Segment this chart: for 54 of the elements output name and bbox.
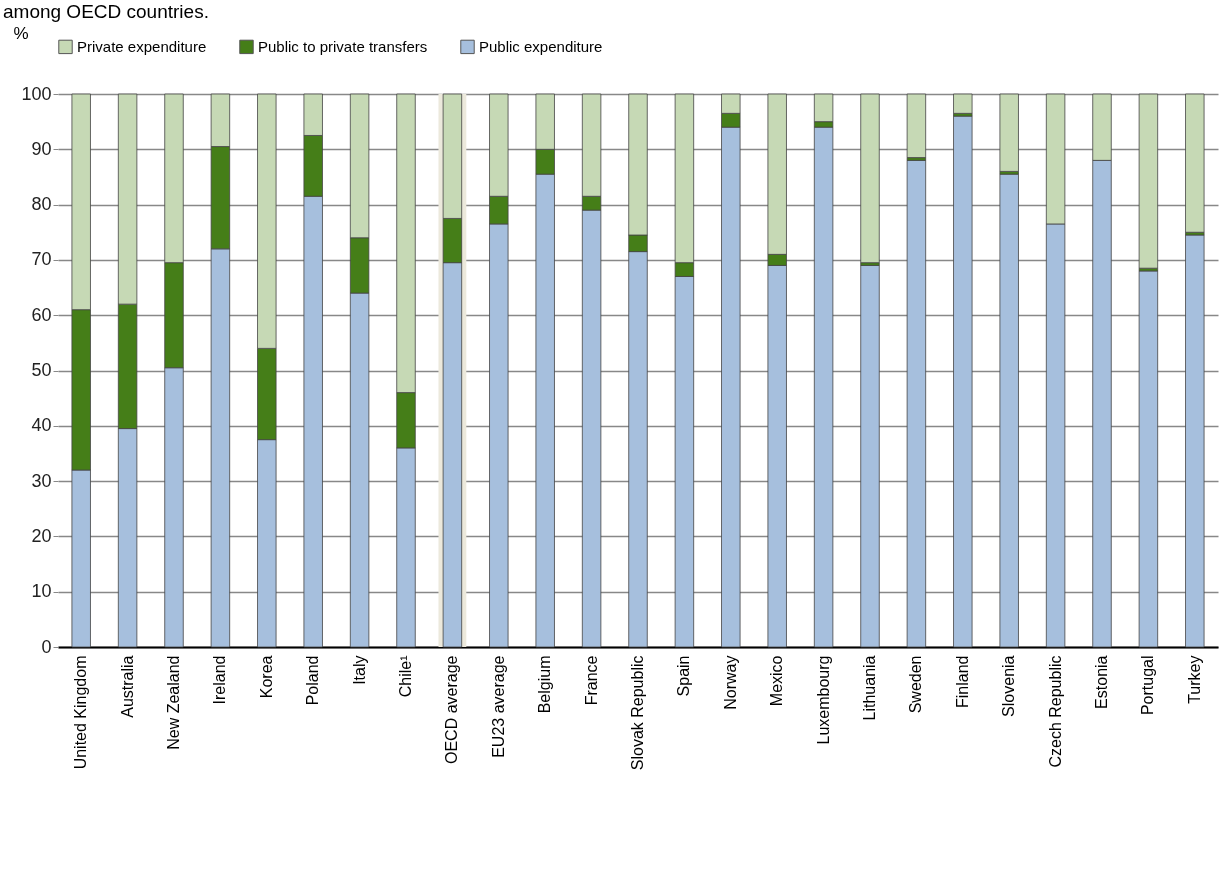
x-tick-label: Estonia (1093, 655, 1110, 709)
x-tick-label: Ireland (211, 655, 229, 705)
x-tick-label: Luxembourg (814, 655, 832, 745)
bar (999, 93, 1019, 172)
x-tick-label: OECD average (443, 655, 461, 764)
x-tick-label: Mexico (768, 655, 786, 707)
x-tick-label: Belgium (536, 655, 554, 714)
y-tick-label: 40 (31, 415, 52, 436)
y-tick-label: 90 (31, 138, 52, 159)
x-tick-label: France (582, 655, 600, 706)
x-tick-label: Czech Republic (1046, 655, 1064, 768)
x-tick-label: Italy (350, 655, 368, 685)
x-tick-label: United Kingdom (72, 655, 90, 770)
bar (1138, 93, 1159, 269)
bar (860, 265, 880, 648)
bar (999, 173, 1019, 648)
bar (953, 93, 973, 114)
legend-label: Private expenditure (77, 37, 207, 55)
y-tick-label: 0 (41, 636, 52, 657)
y-tick-label: 70 (31, 249, 52, 270)
x-tick-label: New Zealand (165, 655, 182, 750)
x-tick-label: Turkey (1185, 655, 1203, 704)
x-tick-label: Chile¹ (397, 655, 414, 698)
x-tick-label: EU23 average (489, 655, 507, 758)
x-tick-label: Portugal (1139, 655, 1157, 716)
x-tick-label: Korea (257, 655, 275, 699)
x-tick-label: Slovenia (1000, 655, 1018, 717)
y-tick-label: 30 (31, 470, 52, 491)
x-tick-label: Lithuania (861, 655, 878, 721)
x-tick-label: Poland (304, 655, 322, 706)
x-tick-label: Norway (721, 655, 739, 710)
y-tick-label: 50 (31, 360, 52, 380)
chart-title: among OECD countries. (3, 1, 209, 22)
bar (1138, 270, 1159, 648)
x-tick-label: Finland (953, 655, 971, 708)
legend-label: Public expenditure (479, 37, 603, 55)
bar (1185, 234, 1205, 648)
y-tick-label: 10 (31, 581, 52, 602)
x-tick-label: Slovak Republic (629, 655, 646, 771)
bar (813, 126, 834, 648)
x-tick-label: Sweden (907, 655, 925, 714)
bar (906, 159, 927, 648)
bar (906, 93, 927, 158)
x-tick-label: Spain (675, 655, 693, 697)
x-tick-label: Australia (118, 655, 136, 718)
y-tick-label: 80 (31, 194, 52, 215)
y-tick-label: 100 (21, 83, 52, 104)
bar (860, 93, 880, 264)
y-axis-title: % (13, 23, 29, 43)
y-tick-label: 20 (31, 525, 52, 546)
legend-label: Public to private transfers (258, 37, 428, 55)
y-tick-label: 60 (31, 304, 52, 325)
bar (1185, 93, 1205, 233)
bar (953, 115, 973, 648)
